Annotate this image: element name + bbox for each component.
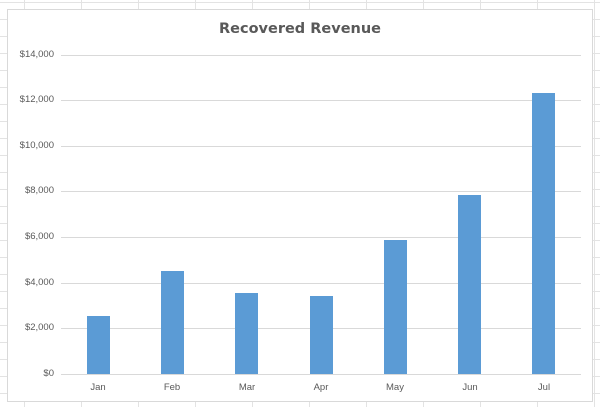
gridline [61,374,581,375]
bar-jan[interactable] [87,316,110,374]
bar-jul[interactable] [532,93,555,374]
plot-area: $0 $2,000 $4,000 $6,000 $8,000 $10,000 $12,000… [8,10,592,401]
y-axis-tick-label: $2,000 [24,322,54,333]
x-axis-tick-label: Feb [163,382,181,393]
x-axis-tick-label: Jan [90,382,106,393]
chart-title: Recovered Revenue [218,21,382,37]
gridline [61,55,581,56]
bar-feb[interactable] [161,271,184,374]
gridline [61,237,581,238]
y-axis-tick-label: $14,000 [19,49,54,60]
y-axis-tick-label: $12,000 [19,94,54,105]
x-axis-tick-label: Jun [462,382,478,393]
x-axis-tick-label: May [386,382,404,393]
x-axis-tick-label: Mar [238,382,256,393]
bar-apr[interactable] [310,296,333,374]
bar-mar[interactable] [235,293,258,374]
y-axis-tick-label: $8,000 [24,185,54,196]
gridline [61,100,581,101]
gridline [61,191,581,192]
bar-may[interactable] [384,240,407,374]
x-axis-tick-label: Apr [313,382,329,393]
y-axis-tick-label: $10,000 [19,140,54,151]
y-axis-tick-label: $0 [43,368,54,379]
y-axis-tick-label: $6,000 [24,231,54,242]
chart-area[interactable]: Recovered Revenue $0 $2,000 $4,000 $6,000 $8… [7,9,593,402]
gridline [61,146,581,147]
gridline [61,283,581,284]
x-axis-tick-label: Jul [537,382,551,393]
y-axis-tick-label: $4,000 [24,277,54,288]
bar-jun[interactable] [458,195,481,374]
